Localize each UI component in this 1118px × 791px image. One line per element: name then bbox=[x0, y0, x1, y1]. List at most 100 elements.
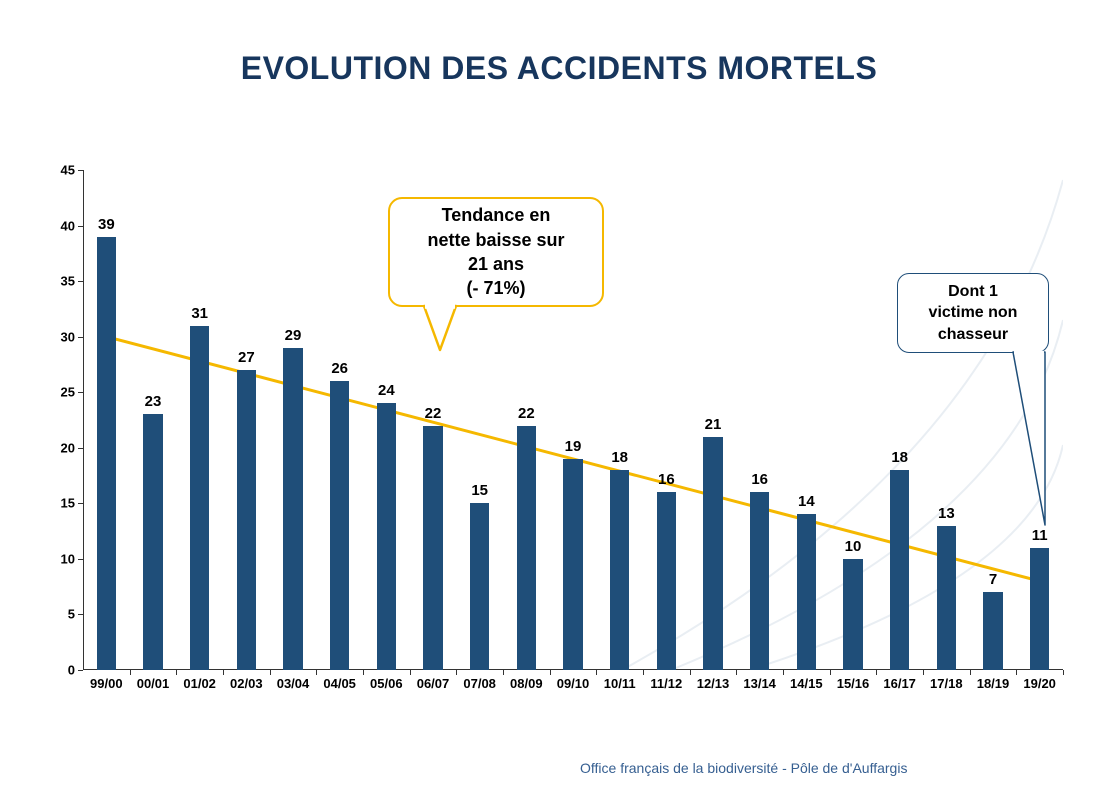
bar bbox=[377, 403, 397, 670]
chart-title: EVOLUTION DES ACCIDENTS MORTELS bbox=[0, 50, 1118, 87]
bar bbox=[983, 592, 1003, 670]
x-tick-label: 00/01 bbox=[137, 670, 170, 691]
x-tick-label: 12/13 bbox=[697, 670, 730, 691]
bar-value-label: 22 bbox=[425, 405, 442, 422]
x-tick-mark bbox=[503, 670, 504, 675]
x-tick-mark bbox=[830, 670, 831, 675]
y-tick-mark bbox=[78, 448, 83, 449]
bar bbox=[190, 326, 210, 670]
x-tick-label: 07/08 bbox=[463, 670, 496, 691]
bar-value-label: 29 bbox=[285, 327, 302, 344]
x-tick-mark bbox=[1016, 670, 1017, 675]
bar bbox=[237, 370, 257, 670]
bar bbox=[143, 414, 163, 670]
x-tick-mark bbox=[970, 670, 971, 675]
x-tick-label: 02/03 bbox=[230, 670, 263, 691]
bar bbox=[890, 470, 910, 670]
bar bbox=[1030, 548, 1050, 670]
x-tick-mark bbox=[876, 670, 877, 675]
x-tick-mark bbox=[736, 670, 737, 675]
bar-value-label: 15 bbox=[471, 482, 488, 499]
bar bbox=[423, 426, 443, 670]
bar-value-label: 18 bbox=[891, 449, 908, 466]
x-tick-label: 08/09 bbox=[510, 670, 543, 691]
bar-value-label: 7 bbox=[989, 571, 997, 588]
x-tick-label: 19/20 bbox=[1023, 670, 1056, 691]
x-tick-label: 16/17 bbox=[883, 670, 916, 691]
x-tick-label: 04/05 bbox=[323, 670, 356, 691]
page-root: EVOLUTION DES ACCIDENTS MORTELS 05101520… bbox=[0, 0, 1118, 791]
bar-value-label: 10 bbox=[845, 538, 862, 555]
bar-value-label: 13 bbox=[938, 505, 955, 522]
footer-attribution: Office français de la biodiversité - Pôl… bbox=[580, 760, 907, 776]
bar bbox=[517, 426, 537, 670]
x-tick-mark bbox=[176, 670, 177, 675]
x-tick-mark bbox=[456, 670, 457, 675]
x-tick-label: 03/04 bbox=[277, 670, 310, 691]
x-tick-label: 10/11 bbox=[604, 670, 636, 691]
x-tick-mark bbox=[690, 670, 691, 675]
x-tick-mark bbox=[270, 670, 271, 675]
bar bbox=[563, 459, 583, 670]
bar bbox=[843, 559, 863, 670]
x-tick-label: 17/18 bbox=[930, 670, 963, 691]
y-tick-mark bbox=[78, 614, 83, 615]
y-axis-line bbox=[83, 170, 84, 670]
x-tick-mark bbox=[596, 670, 597, 675]
x-tick-mark bbox=[783, 670, 784, 675]
x-tick-mark bbox=[223, 670, 224, 675]
bar bbox=[937, 526, 957, 670]
y-tick-mark bbox=[78, 670, 83, 671]
x-tick-mark bbox=[363, 670, 364, 675]
bar-value-label: 27 bbox=[238, 349, 255, 366]
bar-value-label: 39 bbox=[98, 216, 115, 233]
x-tick-label: 09/10 bbox=[557, 670, 590, 691]
bar bbox=[610, 470, 630, 670]
y-tick-mark bbox=[78, 337, 83, 338]
x-tick-label: 18/19 bbox=[977, 670, 1010, 691]
x-tick-label: 06/07 bbox=[417, 670, 450, 691]
bar bbox=[703, 437, 723, 670]
bar-value-label: 18 bbox=[611, 449, 628, 466]
bar bbox=[283, 348, 303, 670]
bar bbox=[97, 237, 117, 670]
y-tick-mark bbox=[78, 392, 83, 393]
x-tick-label: 13/14 bbox=[743, 670, 776, 691]
x-tick-mark bbox=[130, 670, 131, 675]
x-tick-label: 01/02 bbox=[183, 670, 216, 691]
bar bbox=[750, 492, 770, 670]
bar bbox=[657, 492, 677, 670]
bar bbox=[797, 514, 817, 670]
bar-value-label: 11 bbox=[1032, 527, 1048, 544]
x-tick-label: 11/12 bbox=[650, 670, 682, 691]
x-tick-mark bbox=[643, 670, 644, 675]
bar-value-label: 22 bbox=[518, 405, 535, 422]
x-tick-label: 05/06 bbox=[370, 670, 403, 691]
bar-value-label: 31 bbox=[191, 305, 208, 322]
bar-value-label: 23 bbox=[145, 393, 162, 410]
x-tick-mark bbox=[316, 670, 317, 675]
bar-value-label: 24 bbox=[378, 382, 395, 399]
callout-trend-text: Tendance en nette baisse sur 21 ans (- 7… bbox=[427, 203, 564, 300]
bar-value-label: 21 bbox=[705, 416, 722, 433]
bar-value-label: 26 bbox=[331, 360, 348, 377]
bar-value-label: 14 bbox=[798, 493, 815, 510]
callout-victim-text: Dont 1 victime non chasseur bbox=[929, 281, 1018, 346]
x-tick-mark bbox=[410, 670, 411, 675]
callout-trend-box: Tendance en nette baisse sur 21 ans (- 7… bbox=[388, 197, 604, 307]
x-tick-label: 14/15 bbox=[790, 670, 823, 691]
y-tick-mark bbox=[78, 226, 83, 227]
x-tick-mark bbox=[550, 670, 551, 675]
y-tick-mark bbox=[78, 170, 83, 171]
bar-value-label: 19 bbox=[565, 438, 582, 455]
y-tick-mark bbox=[78, 559, 83, 560]
x-tick-label: 15/16 bbox=[837, 670, 870, 691]
y-tick-mark bbox=[78, 503, 83, 504]
bar bbox=[470, 503, 490, 670]
x-tick-label: 99/00 bbox=[90, 670, 123, 691]
bar-value-label: 16 bbox=[658, 471, 675, 488]
bar-value-label: 16 bbox=[751, 471, 768, 488]
bar bbox=[330, 381, 350, 670]
y-tick-mark bbox=[78, 281, 83, 282]
x-tick-mark bbox=[1063, 670, 1064, 675]
